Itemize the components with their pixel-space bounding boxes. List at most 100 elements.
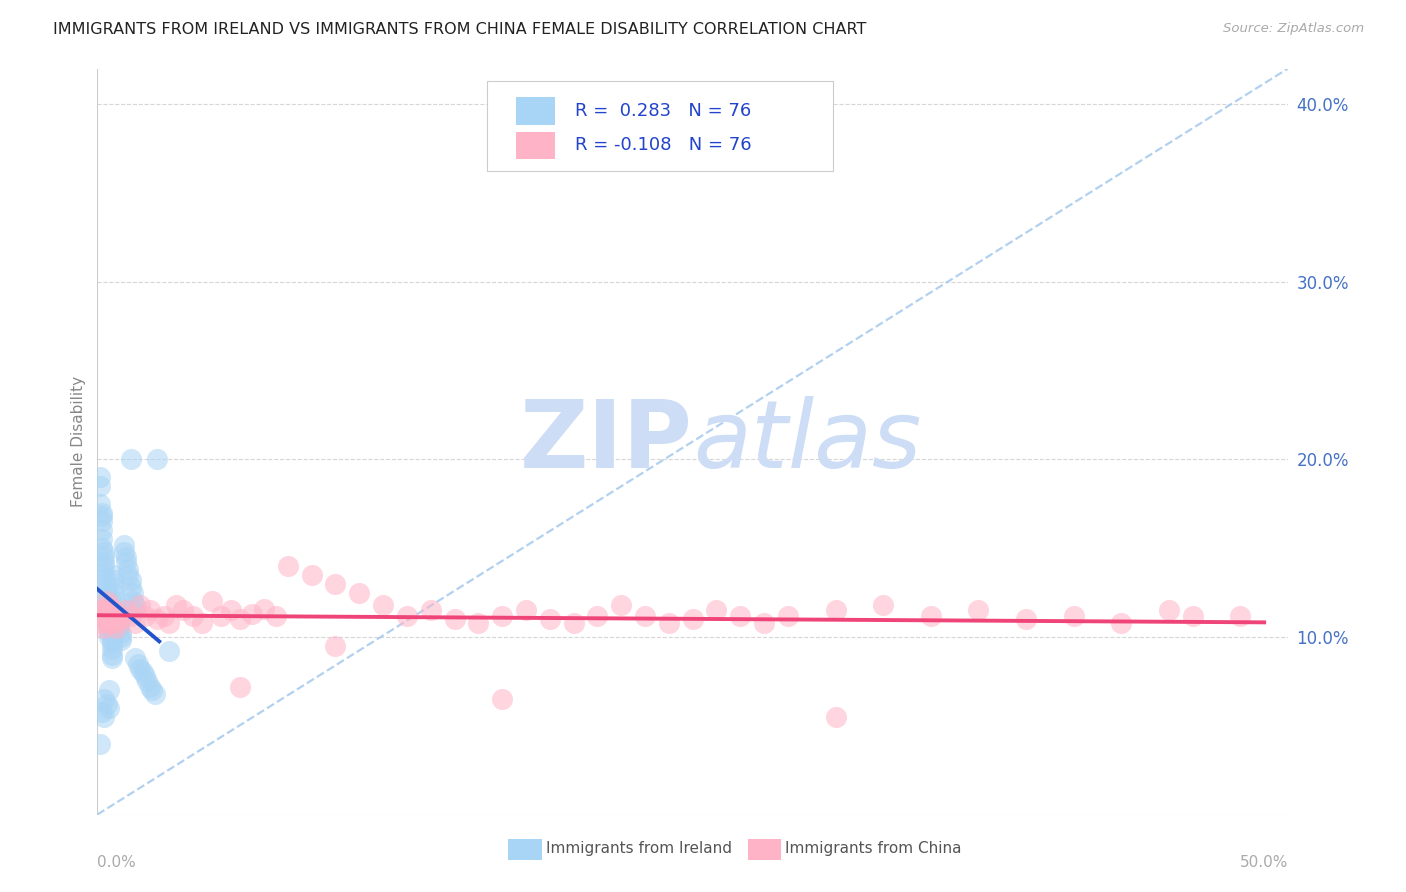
Point xyxy=(371,598,394,612)
Point xyxy=(105,594,128,608)
Point xyxy=(91,515,114,529)
Point xyxy=(105,598,128,612)
Point xyxy=(240,607,263,621)
Point xyxy=(93,555,115,569)
Point xyxy=(98,701,121,715)
Point xyxy=(107,615,129,630)
Point xyxy=(93,603,115,617)
Point xyxy=(100,651,122,665)
Point xyxy=(229,612,252,626)
Point xyxy=(96,585,118,599)
Point xyxy=(872,598,894,612)
Point xyxy=(96,615,118,630)
Point xyxy=(89,470,111,484)
Point xyxy=(325,576,347,591)
Point xyxy=(325,639,347,653)
Point xyxy=(165,598,187,612)
Point xyxy=(682,612,704,626)
Point xyxy=(706,603,728,617)
Point xyxy=(181,608,204,623)
Point xyxy=(103,585,125,599)
Point xyxy=(920,608,942,623)
Point xyxy=(129,598,152,612)
Point xyxy=(93,612,115,626)
Point xyxy=(538,612,561,626)
Point xyxy=(349,585,371,599)
Point xyxy=(93,576,115,591)
Text: Source: ZipAtlas.com: Source: ZipAtlas.com xyxy=(1223,22,1364,36)
Point xyxy=(139,603,162,617)
Point xyxy=(91,705,114,719)
Point xyxy=(100,637,122,651)
Point xyxy=(824,710,846,724)
Point xyxy=(201,594,224,608)
Point xyxy=(277,558,299,573)
Text: 0.0%: 0.0% xyxy=(97,855,136,870)
Point xyxy=(105,621,128,635)
Point xyxy=(96,698,118,712)
Point xyxy=(100,608,122,623)
Point xyxy=(129,662,152,676)
Point xyxy=(103,580,125,594)
Point xyxy=(96,608,118,623)
Point xyxy=(100,648,122,662)
Point xyxy=(89,737,111,751)
Point xyxy=(1063,608,1085,623)
Point xyxy=(110,633,132,648)
Point xyxy=(141,683,163,698)
Point xyxy=(115,603,138,617)
Point xyxy=(98,612,121,626)
Point xyxy=(562,615,585,630)
Point xyxy=(127,657,149,671)
Point xyxy=(98,598,121,612)
Point xyxy=(191,615,214,630)
Point xyxy=(824,603,846,617)
Point xyxy=(610,598,633,612)
Text: R =  0.283   N = 76: R = 0.283 N = 76 xyxy=(575,102,751,120)
Point xyxy=(1229,608,1251,623)
Point xyxy=(105,608,128,623)
Point xyxy=(124,651,146,665)
FancyBboxPatch shape xyxy=(516,97,554,125)
Point xyxy=(120,580,142,594)
Point xyxy=(93,571,115,585)
Point xyxy=(1181,608,1204,623)
Point xyxy=(100,642,122,657)
Text: IMMIGRANTS FROM IRELAND VS IMMIGRANTS FROM CHINA FEMALE DISABILITY CORRELATION C: IMMIGRANTS FROM IRELAND VS IMMIGRANTS FR… xyxy=(53,22,868,37)
Point xyxy=(134,669,156,683)
Point xyxy=(91,615,114,630)
Point xyxy=(157,615,180,630)
Point xyxy=(105,615,128,630)
Point xyxy=(301,567,323,582)
Point xyxy=(91,524,114,538)
Point xyxy=(107,608,129,623)
Point xyxy=(93,549,115,564)
Point xyxy=(146,452,169,467)
Point xyxy=(93,566,115,580)
Point xyxy=(100,615,122,630)
FancyBboxPatch shape xyxy=(486,81,834,171)
Point xyxy=(117,567,139,582)
Point xyxy=(110,612,132,626)
Point xyxy=(776,608,799,623)
Point xyxy=(89,479,111,493)
Point xyxy=(103,567,125,582)
Point xyxy=(117,562,139,576)
Point xyxy=(157,644,180,658)
Point xyxy=(96,591,118,605)
Point xyxy=(124,598,146,612)
Point xyxy=(124,615,146,630)
Point xyxy=(634,608,657,623)
Point xyxy=(752,615,775,630)
Point xyxy=(153,608,176,623)
Point xyxy=(122,585,145,599)
Point xyxy=(139,680,162,694)
Point xyxy=(96,603,118,617)
Point xyxy=(967,603,990,617)
Text: Immigrants from China: Immigrants from China xyxy=(786,841,962,856)
Point xyxy=(93,692,115,706)
Point xyxy=(93,621,115,635)
Point xyxy=(100,633,122,648)
Point xyxy=(96,580,118,594)
Point xyxy=(1015,612,1038,626)
